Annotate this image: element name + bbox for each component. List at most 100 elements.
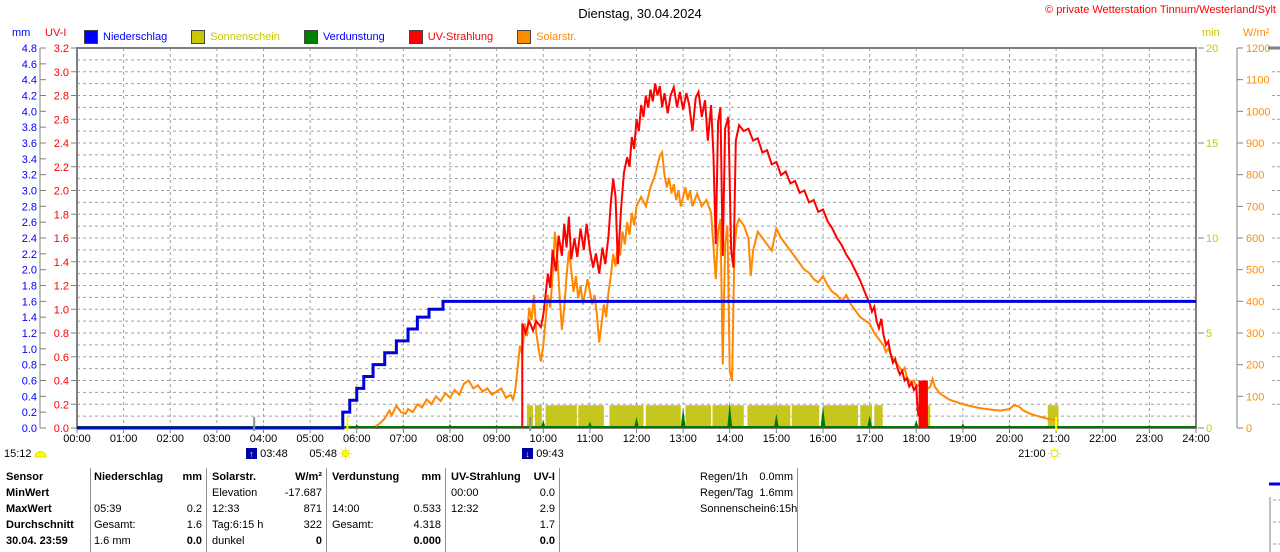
right-axis-label-wm2: W/m² xyxy=(1243,27,1270,39)
axis-tick-label: 100 xyxy=(1246,391,1264,403)
astro-time: 15:12 xyxy=(4,447,32,460)
axis-tick-label: 3.0 xyxy=(22,186,37,198)
sunrise-icon xyxy=(339,447,352,460)
moon-up-icon: ↑ xyxy=(246,448,258,459)
solar-series xyxy=(374,149,1059,428)
sunshine-bar xyxy=(645,405,681,428)
cell-value: 0.2 xyxy=(186,503,202,515)
cell-label: UV-Strahlung xyxy=(451,471,521,483)
table-cell: Elevation -17.687 xyxy=(212,486,322,501)
sunshine-bar xyxy=(712,405,744,428)
axis-tick-label: 22:00 xyxy=(1089,433,1117,445)
axis-tick-label: 2.0 xyxy=(22,265,37,277)
cell-label: Durchschnitt xyxy=(6,519,74,531)
axis-tick-label: 12:00 xyxy=(623,433,651,445)
table-divider xyxy=(445,468,446,552)
moon-down-icon: ↓ xyxy=(522,448,534,459)
axis-tick-label: 0.4 xyxy=(54,376,69,388)
evaporation-spike xyxy=(587,421,593,428)
astro-time: 05:48 xyxy=(309,447,337,460)
axis-tick-label: 400 xyxy=(1246,296,1264,308)
cell-value: W/m² xyxy=(295,471,322,483)
cell-label: Solarstr. xyxy=(212,471,257,483)
axis-tick-label: 4.6 xyxy=(22,59,37,71)
cell-value: 1.6mm xyxy=(759,487,793,499)
axis-tick-label: 4.2 xyxy=(22,91,37,103)
evaporation-spike xyxy=(634,416,639,428)
sunshine-bar xyxy=(685,405,712,428)
astro-marker: 21:00 xyxy=(1018,447,1061,460)
cell-value: 0.0 xyxy=(539,535,555,547)
cell-value: 0.0 xyxy=(186,535,202,547)
table-cell: UV-Strahlung UV-I xyxy=(451,470,555,485)
axis-tick-label: 03:00 xyxy=(203,433,231,445)
table-divider xyxy=(90,468,91,552)
table-cell: Tag:6:15 h 322 xyxy=(212,518,322,533)
axis-tick-label: 24:00 xyxy=(1182,433,1210,445)
axis-tick-label: 4.4 xyxy=(22,75,37,87)
sunshine-bar xyxy=(526,405,533,428)
evaporation-spike xyxy=(354,424,360,428)
axis-tick-label: 01:00 xyxy=(110,433,138,445)
table-cell: 1.6 mm 0.0 xyxy=(94,534,202,549)
cell-label: 05:39 xyxy=(94,503,122,515)
axis-tick-label: 11:00 xyxy=(577,433,604,445)
axis-tick-label: 06:00 xyxy=(343,433,371,445)
cell-label: Sonnenschein xyxy=(700,503,770,515)
table-cell: Regen/1h 0.0mm xyxy=(700,470,793,485)
axis-tick-label: 1.8 xyxy=(22,281,37,293)
table-cell: Niederschlag mm xyxy=(94,470,202,485)
axis-tick-label: 600 xyxy=(1246,233,1264,245)
axis-tick-label: 1.8 xyxy=(54,209,69,221)
axis-tick-label: 2.4 xyxy=(22,233,37,245)
table-cell: Sonnenschein 6:15h xyxy=(700,502,797,517)
table-cell xyxy=(94,486,202,501)
table-cell: Gesamt: 1.6 xyxy=(94,518,202,533)
cell-value: 0.533 xyxy=(413,503,441,515)
axis-tick-label: 3.2 xyxy=(54,43,69,55)
legend-label: Niederschlag xyxy=(103,31,168,43)
cell-value: 0.000 xyxy=(413,535,441,547)
table-cell xyxy=(332,486,441,501)
sunshine-bar xyxy=(545,405,577,428)
cell-label: dunkel xyxy=(212,535,245,547)
axis-tick-label: 18:00 xyxy=(902,433,930,445)
axis-tick-label: 0.2 xyxy=(54,399,69,411)
svg-text:↓: ↓ xyxy=(525,449,530,459)
axis-tick-label: 3.4 xyxy=(22,154,37,166)
axis-tick-label: 300 xyxy=(1246,328,1264,340)
axis-tick-label: 0.8 xyxy=(22,360,37,372)
astro-time: 03:48 xyxy=(260,447,288,460)
axis-tick-label: 500 xyxy=(1246,265,1264,277)
axis-tick-label: 13:00 xyxy=(669,433,697,445)
sunshine-bar xyxy=(791,405,820,428)
cell-value: -17.687 xyxy=(284,487,322,499)
legend-item: Verdunstung xyxy=(303,30,385,44)
legend-item: Sonnenschein xyxy=(191,30,280,44)
legend-label: UV-Strahlung xyxy=(427,31,494,43)
evaporation-spike xyxy=(820,405,826,428)
axis-tick-label: 4.0 xyxy=(22,106,37,118)
axis-tick-label: 15:00 xyxy=(763,433,791,445)
evaporation-spike xyxy=(680,407,686,428)
evaporation-spike xyxy=(913,420,919,428)
axis-tick-label: 0.6 xyxy=(54,352,69,364)
legend: Niederschlag Sonnenschein Verdunstung UV-St… xyxy=(84,30,577,44)
cell-value: mm xyxy=(421,471,441,483)
sunshine-bar xyxy=(609,405,644,428)
axis-tick-label: 3.8 xyxy=(22,122,37,134)
sunshine-bar xyxy=(823,405,858,428)
axis-tick-label: 2.6 xyxy=(54,114,69,126)
left-axis-label-mm: mm xyxy=(12,27,31,39)
cell-label: Tag:6:15 h xyxy=(212,519,264,531)
axis-tick-label: 16:00 xyxy=(809,433,837,445)
table-cell: Durchschnitt xyxy=(6,518,88,533)
cell-value: 6:15h xyxy=(769,503,798,515)
axis-tick-label: 3.6 xyxy=(22,138,37,150)
table-divider xyxy=(797,468,798,552)
axis-tick-label: 2.2 xyxy=(54,162,69,174)
cell-value: 0 xyxy=(315,535,322,547)
table-cell: 0.000 xyxy=(332,534,441,549)
evaporation-spike xyxy=(1146,424,1152,428)
